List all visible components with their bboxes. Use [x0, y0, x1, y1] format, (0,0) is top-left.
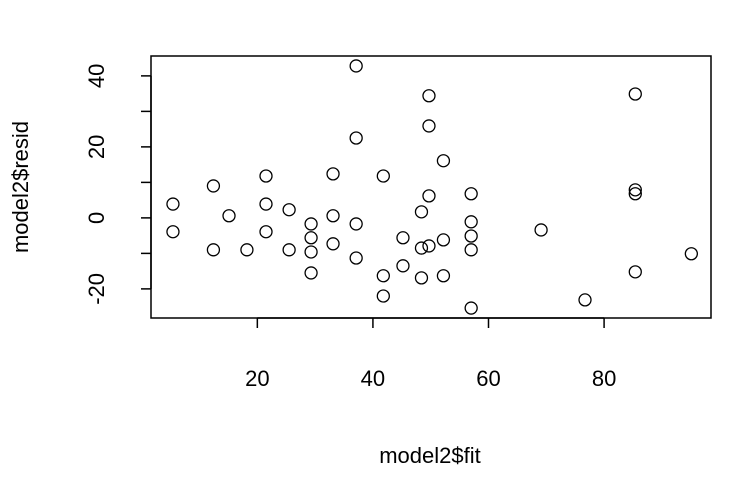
x-tick-label: 60 — [476, 366, 500, 391]
point — [628, 265, 642, 279]
point — [222, 209, 236, 223]
point — [422, 189, 436, 203]
point — [396, 231, 410, 245]
point — [166, 225, 180, 239]
y-tick-label: 0 — [84, 212, 109, 224]
point — [464, 301, 478, 315]
point — [578, 293, 592, 307]
point — [349, 217, 363, 231]
point — [206, 179, 221, 193]
point — [628, 183, 642, 197]
point — [376, 169, 390, 183]
point — [240, 243, 254, 257]
point — [349, 251, 363, 265]
point — [464, 243, 478, 257]
point — [326, 209, 340, 223]
x-tick-label: 80 — [592, 366, 616, 391]
point — [259, 197, 273, 211]
y-axis-label: model2$resid — [8, 121, 33, 253]
point — [326, 237, 340, 251]
point — [396, 259, 410, 273]
point — [628, 87, 642, 101]
point — [259, 225, 273, 239]
point — [304, 231, 318, 245]
point — [376, 289, 390, 303]
point — [349, 59, 363, 73]
y-tick-label: 40 — [84, 64, 109, 88]
point — [414, 205, 429, 219]
point — [684, 247, 699, 261]
point — [422, 89, 436, 103]
point — [206, 243, 221, 257]
point — [436, 154, 451, 168]
point — [326, 167, 340, 181]
point — [436, 269, 451, 283]
point — [304, 245, 318, 259]
point — [464, 229, 478, 243]
x-axis-label: model2$fit — [379, 443, 481, 468]
point — [304, 217, 318, 231]
point — [628, 187, 642, 201]
point — [166, 197, 180, 211]
point — [282, 203, 296, 217]
y-tick-label: 20 — [84, 135, 109, 159]
x-tick-label: 20 — [245, 366, 269, 391]
point — [436, 233, 451, 247]
point — [349, 131, 363, 145]
point — [464, 215, 478, 229]
point — [282, 243, 296, 257]
x-tick-label: 40 — [361, 366, 385, 391]
point — [464, 187, 478, 201]
point — [259, 169, 273, 183]
point — [376, 269, 390, 283]
point — [304, 266, 318, 280]
point — [422, 119, 436, 133]
point — [534, 223, 548, 237]
y-tick-label: -20 — [84, 273, 109, 305]
point — [422, 239, 436, 253]
point — [414, 271, 429, 285]
point — [414, 241, 429, 255]
